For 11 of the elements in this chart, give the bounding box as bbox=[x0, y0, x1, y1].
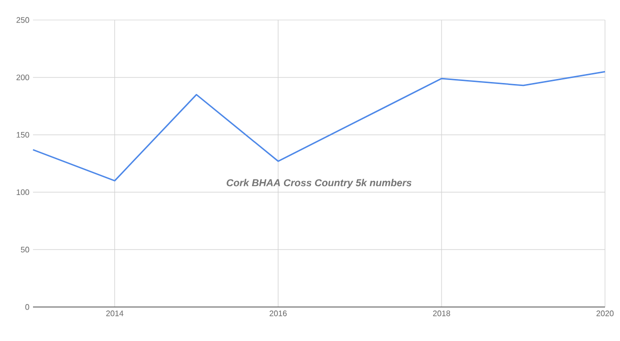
x-tick-label: 2014 bbox=[106, 310, 124, 316]
x-tick-label: 2018 bbox=[433, 310, 450, 316]
x-tick-label: 2020 bbox=[596, 310, 614, 316]
y-tick-label: 250 bbox=[16, 17, 30, 23]
x-tick-label: 2016 bbox=[270, 310, 287, 316]
y-tick-label: 50 bbox=[20, 246, 30, 252]
y-tick-label: 100 bbox=[16, 189, 30, 196]
y-tick-label: 200 bbox=[16, 74, 30, 80]
y-tick-label: 150 bbox=[16, 132, 30, 138]
y-tick-label: 0 bbox=[25, 304, 30, 310]
annotation: Cork BHAA Cross Country 5k numbers bbox=[226, 178, 412, 188]
